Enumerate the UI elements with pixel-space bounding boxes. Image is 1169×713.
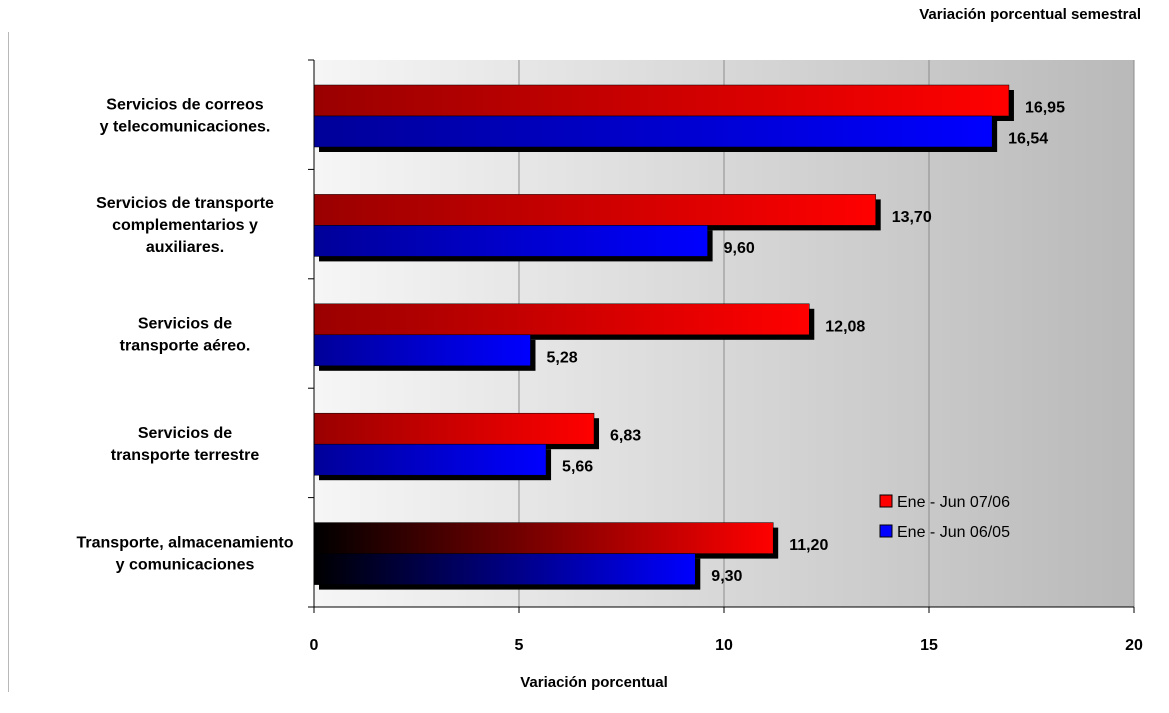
category-label: y comunicaciones (116, 556, 255, 573)
category-label: Servicios de transporte (96, 195, 274, 212)
legend-label: Ene - Jun 06/05 (897, 524, 1010, 541)
bar (313, 553, 696, 585)
category-label: transporte aéreo. (120, 338, 251, 355)
bar (313, 412, 595, 445)
legend-swatch (879, 494, 893, 508)
data-label: 13,70 (892, 209, 932, 226)
category-label: y telecomunicaciones. (100, 119, 271, 136)
bar (313, 115, 993, 148)
category-label: complementarios y (112, 217, 258, 234)
data-label: 16,95 (1025, 100, 1065, 117)
x-tick-label: 5 (515, 637, 524, 654)
legend-label: Ene - Jun 07/06 (897, 494, 1010, 511)
legend: Ene - Jun 07/06 Ene - Jun 06/05 (879, 494, 1010, 541)
axes: 0 5 10 15 20 Servicios de correos y telecomuni… (77, 59, 1143, 691)
category-label: transporte terrestre (111, 447, 260, 464)
x-tick-label: 15 (920, 637, 938, 654)
category-label: Transporte, almacenamiento (77, 534, 294, 551)
data-label: 9,60 (724, 240, 755, 257)
bar (313, 443, 547, 476)
bar (313, 84, 1010, 117)
x-axis-title: Variación porcentual (520, 674, 668, 691)
bar (313, 225, 708, 257)
data-label: 16,54 (1008, 131, 1048, 148)
x-tick-label: 10 (715, 637, 733, 654)
data-label: 5,28 (546, 349, 577, 366)
bars: 16,95 16,54 13,70 9,60 12,08 5,28 6,83 5,66 11,2… (313, 84, 1065, 590)
data-label: 12,08 (825, 318, 865, 335)
category-label: Servicios de correos (106, 97, 264, 114)
data-label: 6,83 (610, 428, 641, 445)
category-label: Servicios de (138, 425, 232, 442)
legend-swatch (879, 524, 893, 538)
x-tick-label: 20 (1125, 637, 1143, 654)
chart-title: Variación porcentual semestral (919, 6, 1141, 23)
x-tick-label: 0 (310, 637, 319, 654)
bar (313, 334, 531, 367)
bar (313, 303, 810, 336)
bar (313, 522, 774, 554)
bar (313, 194, 876, 226)
category-label: auxiliares. (146, 239, 224, 256)
left-border-line (8, 32, 9, 692)
category-label: Servicios de (138, 316, 232, 333)
data-label: 9,30 (711, 568, 742, 585)
data-label: 11,20 (789, 537, 828, 554)
data-label: 5,66 (562, 459, 593, 476)
